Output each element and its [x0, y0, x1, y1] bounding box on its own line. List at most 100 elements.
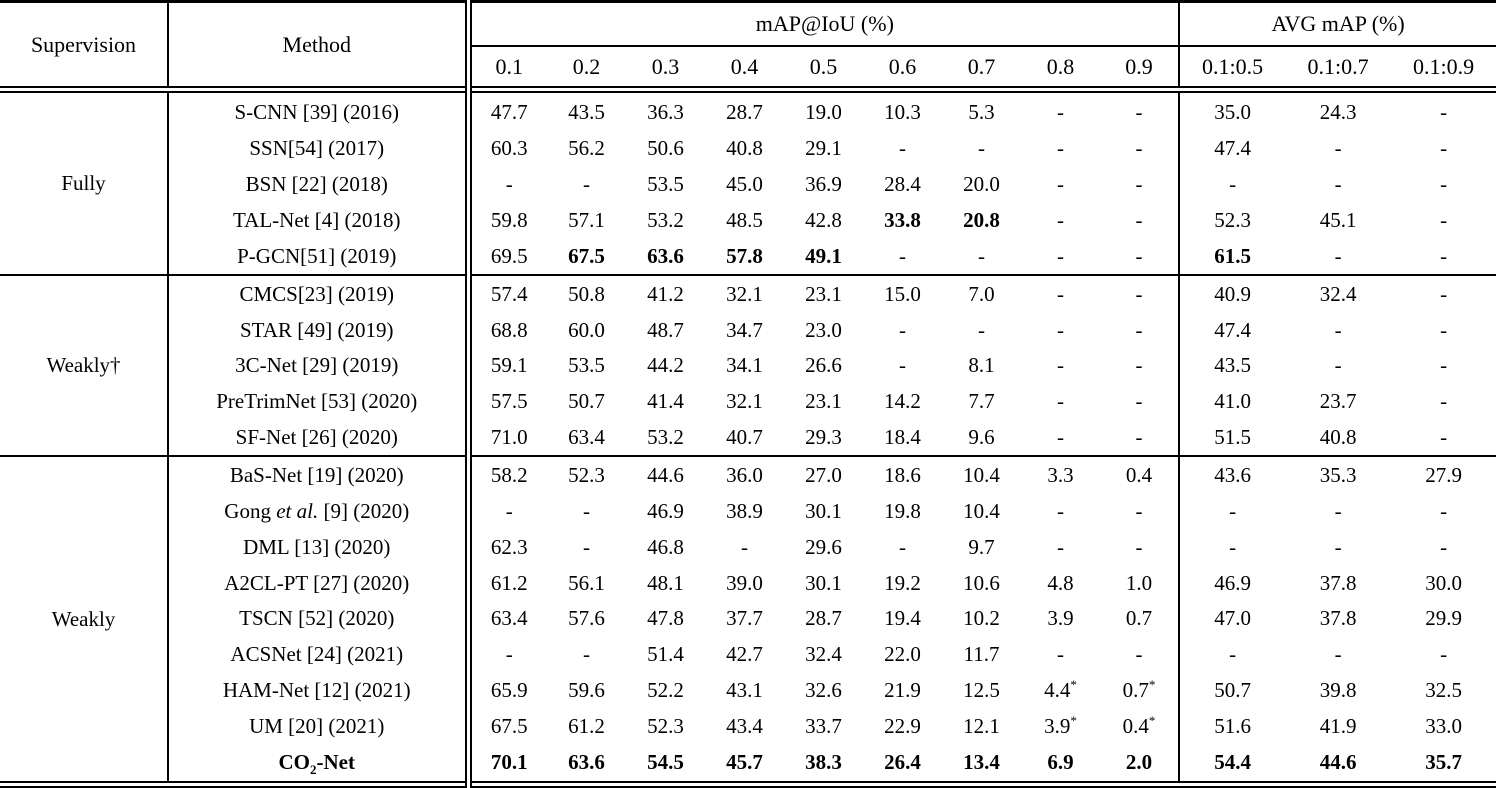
map-cell: 29.3: [805, 425, 842, 450]
map-cell: -: [899, 317, 906, 342]
avg-cell: 45.1: [1319, 207, 1357, 232]
map-cell: 42.8: [805, 207, 842, 232]
method-cell: PreTrimNet [53] (2020): [168, 383, 472, 420]
asterisk-marker: *: [1070, 712, 1077, 728]
map-cell: 63.6: [568, 750, 605, 775]
map-cell: 12.5: [963, 677, 1000, 702]
avg-cell: 35.3: [1319, 463, 1357, 488]
avg-cell: -: [1334, 136, 1342, 161]
avg-cell: 35.0: [1214, 99, 1251, 124]
value-text: 4.4: [1044, 677, 1071, 702]
supervision-group: Weakly† CMCS[23] (2019) 57.4 50.8 41.2 32.1 23…: [0, 274, 1496, 457]
map-cell: 48.7: [647, 317, 684, 342]
avg-cell: -: [1440, 642, 1448, 667]
map-cell: 40.8: [726, 136, 763, 161]
avg-cell: -: [1334, 317, 1342, 342]
header-group-row: Supervision Method mAP@IoU (%) AVG mAP (…: [0, 1, 1496, 90]
avg-cell: 54.4: [1214, 750, 1251, 775]
map-cell: 38.9: [726, 499, 763, 524]
map-cell: 50.7: [568, 389, 605, 414]
map-cell: 34.7: [726, 317, 763, 342]
map-cell: 52.3: [568, 463, 605, 488]
avg-cell: -: [1440, 425, 1448, 450]
map-cell: -: [583, 499, 590, 524]
table-row: SSN[54] (2017) 60.3 56.2 50.6 40.8 29.1 - - - - 47…: [0, 130, 1496, 167]
map-cell: -: [1100, 347, 1181, 384]
map-cell: 14.2: [884, 389, 921, 414]
avg-cell: 47.4: [1214, 317, 1251, 342]
table-row: A2CL-PT [27] (2020) 61.2 56.1 48.1 39.0 30.1 1…: [0, 564, 1496, 601]
map-cell: 32.6: [805, 677, 842, 702]
method-cell: TSCN [52] (2020): [168, 600, 472, 637]
map-cell: -: [899, 243, 906, 268]
map-cell: 57.5: [490, 389, 528, 414]
header-iou-0.8: 0.8: [1046, 53, 1075, 79]
map-cell: 53.5: [647, 171, 684, 196]
method-text: ACSNet [24] (2021): [230, 642, 404, 667]
map-cell: 32.1: [726, 281, 763, 306]
map-cell: 33.8: [884, 207, 921, 232]
map-cell: 69.5: [490, 243, 528, 268]
map-cell: -: [1057, 317, 1064, 342]
method-text: STAR [49] (2019): [240, 317, 394, 342]
avg-cell: 35.7: [1425, 750, 1462, 775]
map-cell: -: [1100, 166, 1181, 202]
map-cell: 50.8: [568, 281, 605, 306]
avg-cell: 33.0: [1425, 713, 1462, 738]
map-cell: 3.9*: [1021, 708, 1100, 744]
map-cell: 59.8: [490, 207, 528, 232]
method-text: S-CNN [39] (2016): [234, 99, 399, 124]
method-cell: S-CNN [39] (2016): [168, 89, 472, 131]
map-cell: -: [1100, 274, 1181, 312]
method-text: DML [13] (2020): [243, 535, 391, 560]
avg-cell: 41.9: [1319, 713, 1357, 738]
map-cell: 70.1: [490, 750, 528, 775]
avg-cell: 27.9: [1425, 463, 1462, 488]
map-cell: 19.0: [805, 99, 842, 124]
map-cell: -: [1057, 535, 1064, 560]
map-cell: 10.4: [963, 499, 1000, 524]
table-row: BSN [22] (2018) - - 53.5 45.0 36.9 28.4 20.0 - - -…: [0, 166, 1496, 202]
header-avg-0.1-0.7: 0.1:0.7: [1307, 53, 1369, 79]
map-cell: 18.4: [884, 425, 921, 450]
map-cell: 47.7: [490, 99, 528, 124]
map-cell: 29.6: [805, 535, 842, 560]
method-text: CMCS[23] (2019): [239, 281, 395, 306]
header-subrow: 0.1 0.2 0.3 0.4 0.5 0.6 0.7 0.8 0.9 0.1:…: [0, 45, 1496, 90]
map-cell: -: [1100, 201, 1181, 238]
map-cell: 34.1: [726, 353, 763, 378]
map-cell: 4.4*: [1021, 672, 1100, 708]
map-cell: 21.9: [884, 677, 921, 702]
map-cell: 3.9: [1047, 606, 1074, 631]
method-cell: SF-Net [26] (2020): [168, 419, 472, 457]
avg-cell: -: [1440, 499, 1448, 524]
map-cell: 41.4: [647, 389, 684, 414]
map-cell: 56.2: [568, 136, 605, 161]
header-iou-0.2: 0.2: [572, 53, 601, 79]
method-text: [9] (2020): [318, 499, 410, 524]
map-cell: 53.2: [647, 425, 684, 450]
avg-cell: 51.6: [1214, 713, 1251, 738]
map-cell: 7.0: [968, 281, 995, 306]
map-cell: 32.4: [805, 642, 842, 667]
method-cell: A2CL-PT [27] (2020): [168, 564, 472, 601]
map-cell: 37.7: [726, 606, 763, 631]
table-row: P-GCN[51] (2019) 69.5 67.5 63.6 57.8 49.1 - - - -…: [0, 237, 1496, 275]
map-cell: 58.2: [490, 463, 528, 488]
map-cell: 65.9: [490, 677, 528, 702]
header-supervision: Supervision: [0, 1, 169, 90]
header-iou-0.7: 0.7: [967, 53, 996, 79]
map-cell: 1.0: [1100, 564, 1181, 601]
map-cell: 7.7: [968, 389, 995, 414]
map-cell: 32.1: [726, 389, 763, 414]
map-cell: -: [505, 171, 513, 196]
avg-cell: -: [1229, 499, 1237, 524]
map-cell: 19.8: [884, 499, 921, 524]
supervision-group: Fully S-CNN [39] (2016) 47.7 43.5 36.3 28.7 19…: [0, 89, 1496, 275]
avg-cell: -: [1440, 535, 1448, 560]
map-cell: 29.1: [805, 136, 842, 161]
table-row: Weakly† CMCS[23] (2019) 57.4 50.8 41.2 32.1 23…: [0, 274, 1496, 457]
map-cell: 36.3: [647, 99, 684, 124]
method-text: P-GCN[51] (2019): [237, 243, 397, 268]
